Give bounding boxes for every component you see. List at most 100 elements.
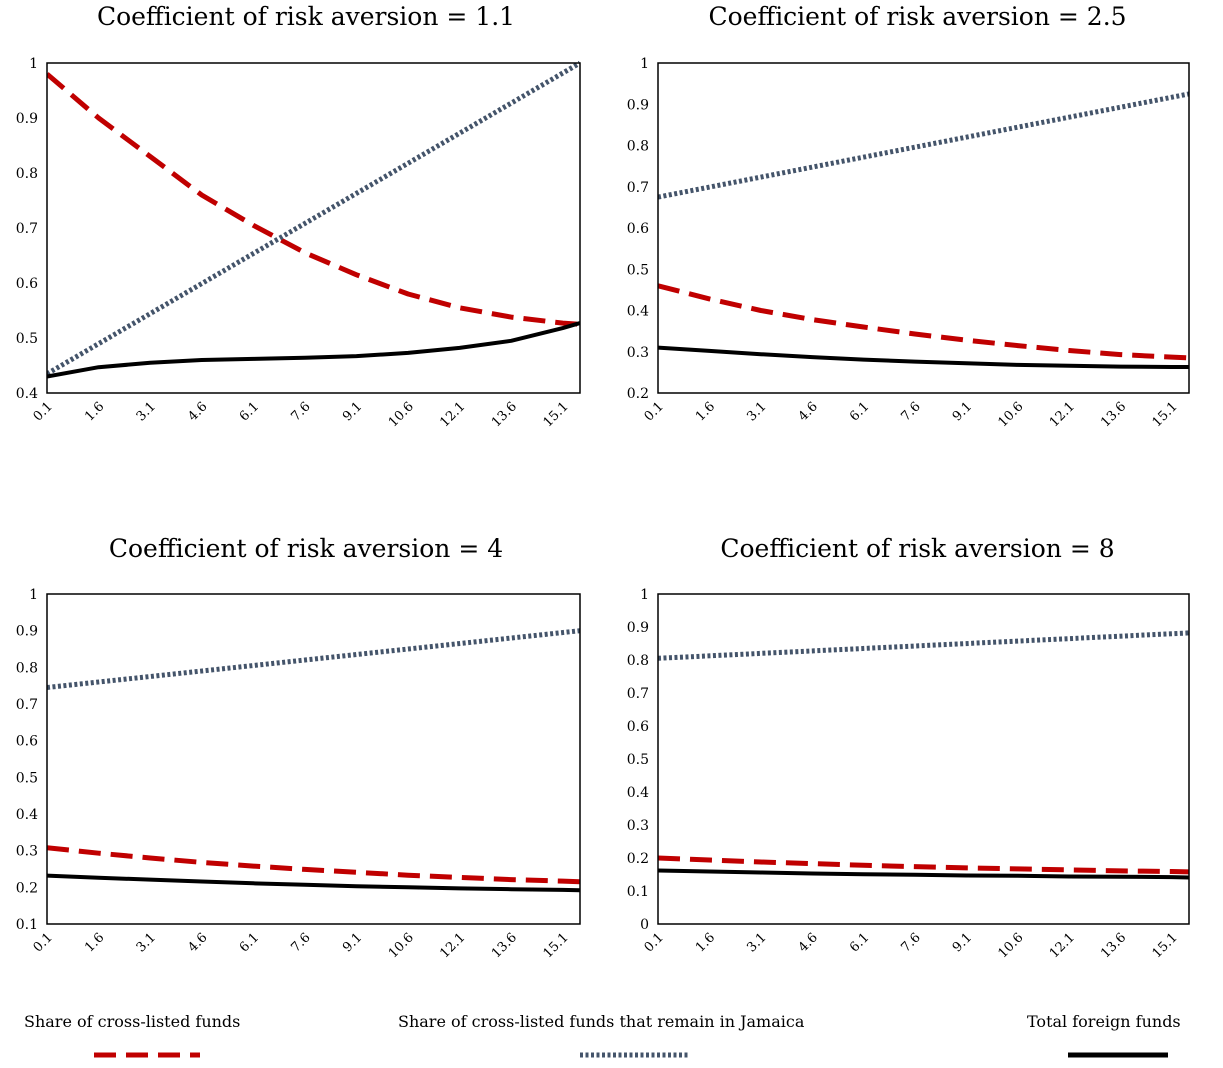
x-tick-label: 0.1 [31,399,56,424]
x-tick-label: 7.6 [288,399,313,424]
chart-panel-4: Coefficient of risk aversion = 8 0 0.1 0.2… [612,532,1223,982]
x-tick-label: 10.6 [386,930,417,961]
x-tick-label: 6.1 [237,930,262,955]
x-tick-label: 6.1 [847,399,872,424]
series-line-remain-in-jamaica [47,628,580,690]
y-tick-label: 1 [640,587,649,603]
y-tick-label: 0.3 [627,345,649,361]
legend-swatch-solid [1068,1052,1168,1058]
y-tick-label: 0.4 [16,386,38,402]
series-line-cross-listed [658,855,1189,875]
y-tick-label: 0.4 [627,304,649,320]
series-line-cross-listed [658,283,1189,361]
chart-title: Coefficient of risk aversion = 8 [720,534,1115,563]
x-tick-label: 0.1 [642,930,667,955]
plot-frame [657,593,1190,925]
chart-panel-3: Coefficient of risk aversion = 4 0.1 0.2 0… [0,532,612,982]
legend-swatch-dashed [94,1052,200,1058]
y-tick-label: 0.2 [16,880,38,896]
x-tick-label: 3.1 [134,930,159,955]
chart-title: Coefficient of risk aversion = 4 [108,534,504,563]
x-tick-label: 9.1 [950,399,975,424]
y-tick-label: 0.1 [627,884,649,900]
x-tick-label: 3.1 [744,930,769,955]
x-tick-label: 4.6 [185,399,210,424]
x-tick-label: 1.6 [693,399,718,424]
y-tick-label: 0.4 [16,807,38,823]
y-tick-label: 0.8 [627,653,649,669]
y-tick-label: 0.6 [16,276,38,292]
y-tick-label: 0.6 [627,221,649,237]
x-tick-label: 15.1 [1150,399,1181,430]
y-tick-label: 0.2 [627,386,649,402]
chart-title: Coefficient of risk aversion = 1.1 [96,2,516,31]
x-tick-label: 0.1 [31,930,56,955]
plot-frame [46,593,581,925]
y-tick-label: 0.7 [627,686,649,702]
series-line-total-foreign [658,345,1189,369]
x-tick-label: 7.6 [899,399,924,424]
x-tick-label: 15.1 [541,399,572,430]
x-tick-label: 10.6 [995,930,1026,961]
series-line-remain-in-jamaica [658,630,1189,661]
y-tick-label: 0.7 [16,221,38,237]
x-tick-label: 7.6 [288,930,313,955]
x-tick-label: 6.1 [237,399,262,424]
x-tick-label: 4.6 [796,399,821,424]
x-tick-label: 13.6 [489,930,520,961]
x-tick-label: 12.1 [1047,930,1078,961]
series-line-remain-in-jamaica [47,60,580,376]
y-tick-label: 0.5 [16,770,38,786]
x-tick-label: 6.1 [847,930,872,955]
chart-plot: 0.4 0.5 0.6 0.7 0.8 0.9 1 0.1 1.6 3.1 4.6 6.1 7.6 9.1… [16,56,581,430]
x-tick-label: 0.1 [642,399,667,424]
x-tick-label: 3.1 [744,399,769,424]
chart-plot: 0.2 0.3 0.4 0.5 0.6 0.7 0.8 0.9 1 0.1 1.6 3.1 4.6 6.1… [627,56,1190,430]
x-tick-label: 9.1 [340,930,365,955]
x-tick-label: 12.1 [437,930,468,961]
y-tick-label: 0.7 [16,697,38,713]
x-tick-label: 4.6 [185,930,210,955]
chart-panel-2: Coefficient of risk aversion = 2.5 0.2 0.… [612,0,1223,450]
x-tick-label: 13.6 [1098,930,1129,961]
y-tick-label: 0.9 [627,620,649,636]
legend-label-remain-in-jamaica: Share of cross-listed funds that remain … [398,1012,805,1031]
x-tick-label: 10.6 [386,399,417,430]
x-tick-label: 9.1 [340,399,365,424]
x-tick-label: 13.6 [1098,399,1129,430]
y-tick-label: 0.9 [627,97,649,113]
chart-plot: 0.1 0.2 0.3 0.4 0.5 0.6 0.7 0.8 0.9 1 0.1 1.6 3.1 4.6… [16,587,581,961]
y-tick-label: 0.4 [627,785,649,801]
y-tick-label: 0.5 [16,331,38,347]
x-tick-label: 12.1 [1047,399,1078,430]
chart-plot: 00.10.20.30.40.50.60.70.80.910.1 1.6 3.1 4.… [627,587,1190,961]
y-tick-label: 0.6 [16,734,38,750]
y-tick-label: 1 [29,587,38,603]
x-tick-label: 3.1 [134,399,159,424]
legend-label-total-foreign: Total foreign funds [1027,1012,1181,1031]
y-tick-label: 0 [640,917,649,933]
y-tick-label: 1 [29,56,38,72]
legend-swatch-dotted [580,1052,688,1058]
y-tick-label: 0.9 [16,111,38,127]
x-tick-label: 10.6 [995,399,1026,430]
y-tick-label: 0.7 [627,180,649,196]
x-tick-label: 15.1 [1150,930,1181,961]
y-tick-label: 0.2 [627,851,649,867]
plot-frame [657,62,1190,394]
y-tick-label: 0.6 [627,719,649,735]
y-tick-label: 0.3 [16,844,38,860]
chart-panel-1: Coefficient of risk aversion = 1.1 0.4 0.… [0,0,612,450]
y-tick-label: 0.5 [627,262,649,278]
y-tick-label: 0.8 [16,660,38,676]
x-tick-label: 12.1 [437,399,468,430]
series-line-total-foreign [658,868,1189,880]
y-tick-label: 0.1 [16,917,38,933]
x-tick-label: 1.6 [82,399,107,424]
x-tick-label: 15.1 [541,930,572,961]
x-tick-label: 1.6 [693,930,718,955]
chart-title: Coefficient of risk aversion = 2.5 [708,2,1127,31]
legend-label-cross-listed: Share of cross-listed funds [24,1012,241,1031]
plot-frame [46,62,581,394]
y-tick-label: 0.9 [16,624,38,640]
